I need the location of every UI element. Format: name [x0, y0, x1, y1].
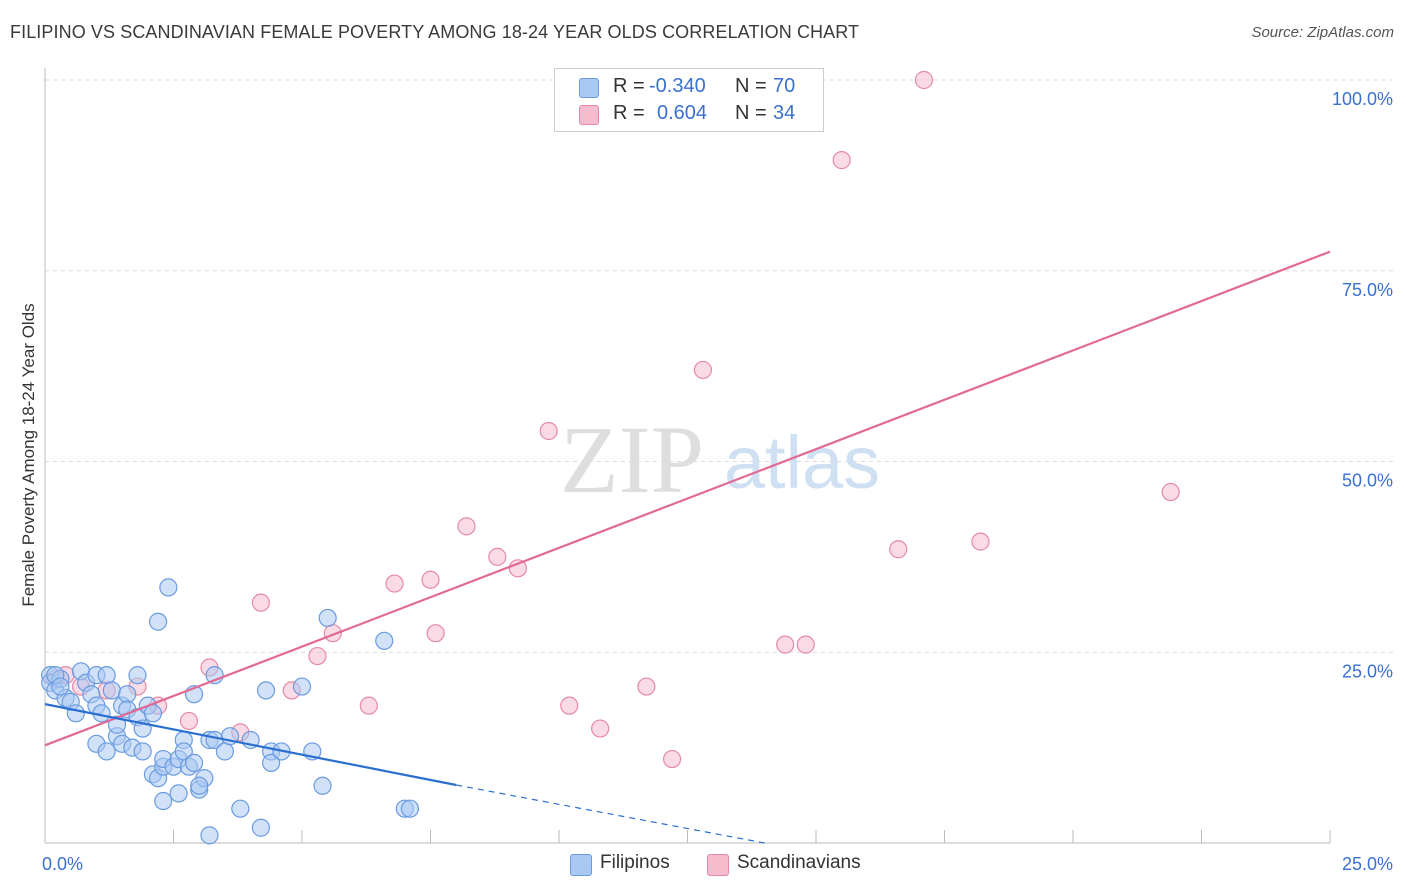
tick-labels: 25.0% 50.0% 75.0% 100.0% 0.0% 25.0% — [42, 89, 1393, 874]
legend-n-value-scandinavians: 34 — [773, 102, 796, 124]
legend-swatch-scandinavians — [579, 105, 599, 125]
filipino-point — [215, 742, 234, 761]
filipino-point — [154, 791, 173, 811]
trend-lines — [44, 250, 1331, 844]
filipino-point — [159, 578, 178, 597]
scandinavian-point — [385, 574, 404, 593]
scandinavian-point — [251, 593, 270, 612]
y-tick-label: 50.0% — [1342, 471, 1393, 491]
bottom-legend-swatch-scandinavians — [707, 854, 729, 876]
scandinavian-point — [693, 360, 713, 380]
legend-r-value-scandinavians: 0.604 — [657, 102, 708, 124]
y-tick-label: 100.0% — [1332, 89, 1393, 109]
scandinavian-point — [637, 677, 656, 696]
filipino-point — [133, 742, 152, 761]
filipino-point — [256, 681, 276, 700]
scandinavian-point — [796, 635, 815, 654]
filipino-point — [200, 826, 219, 845]
filipino-point — [118, 685, 137, 704]
filipino-point — [143, 704, 163, 723]
legend-row-scandinavians: R = 0.604 N = 34 — [555, 101, 823, 127]
scandinavian-point — [832, 151, 851, 170]
filipino-point — [184, 753, 204, 772]
y-tick-label: 75.0% — [1342, 280, 1393, 300]
filipino-point — [51, 677, 70, 696]
legend-row-filipinos: R = -0.340 N = 70 — [555, 74, 823, 100]
legend-n-label: N = — [735, 102, 767, 124]
y-tick-label: 25.0% — [1342, 661, 1393, 681]
filipino-points — [41, 578, 420, 845]
watermark-zip: ZIP — [560, 406, 704, 513]
y-axis-label: Female Poverty Among 18-24 Year Olds — [19, 303, 38, 606]
filipino-trend-extension — [456, 784, 765, 844]
x-tick-label-min: 0.0% — [42, 854, 83, 874]
filipino-point — [313, 776, 332, 795]
filipino-point — [148, 612, 168, 631]
scandinavian-point — [539, 421, 558, 441]
scandinavian-trend-line — [44, 250, 1331, 747]
grid-lines — [45, 79, 1395, 653]
scandinavian-point — [179, 711, 199, 731]
filipino-point — [318, 608, 337, 628]
filipino-point — [128, 666, 147, 685]
filipino-point — [400, 799, 420, 818]
legend-swatch-filipinos — [579, 78, 599, 98]
scandinavian-point — [457, 517, 476, 536]
filipino-trend-line — [44, 703, 457, 787]
scandinavian-point — [308, 646, 327, 666]
scandinavian-point — [426, 624, 445, 643]
chart-title: FILIPINO VS SCANDINAVIAN FEMALE POVERTY … — [10, 22, 860, 42]
scandinavian-point — [560, 696, 579, 715]
axes — [44, 68, 1331, 844]
bottom-legend-label-scandinavians: Scandinavians — [737, 852, 861, 873]
scandinavian-point — [889, 540, 908, 559]
legend-r-label: R = — [613, 75, 645, 97]
legend-r-label: R = — [613, 102, 645, 124]
filipino-point — [169, 784, 188, 803]
source-label: Source: ZipAtlas.com — [1251, 24, 1394, 41]
legend-n-label: N = — [735, 75, 767, 97]
legend-n-value-filipinos: 70 — [773, 75, 796, 97]
bottom-legend-swatch-filipinos — [570, 854, 592, 876]
x-tick-label-max: 25.0% — [1342, 854, 1393, 874]
scandinavian-point — [776, 635, 795, 654]
scandinavian-point — [1161, 482, 1180, 502]
bottom-legend-label-filipinos: Filipinos — [600, 852, 670, 873]
filipino-point — [375, 631, 394, 650]
scandinavian-point — [359, 696, 378, 715]
legend-r-value-filipinos: -0.340 — [649, 75, 706, 97]
filipino-point — [102, 681, 121, 700]
scandinavian-point — [421, 570, 440, 589]
scandinavian-point — [591, 719, 610, 738]
filipino-point — [190, 776, 209, 795]
scandinavian-point — [971, 532, 990, 551]
filipino-point — [251, 818, 270, 837]
filipino-point — [231, 799, 250, 818]
scandinavian-point — [508, 559, 527, 578]
scandinavian-point — [662, 749, 682, 769]
filipino-point — [97, 742, 116, 761]
filipino-point — [292, 677, 312, 696]
scandinavian-point — [488, 547, 507, 566]
filipino-point — [97, 666, 116, 685]
filipino-point — [66, 704, 85, 723]
correlation-legend: R = -0.340 N = 70 R = 0.604 N = 34 — [554, 68, 824, 132]
scandinavian-point — [914, 70, 934, 90]
filipino-point — [262, 753, 281, 772]
